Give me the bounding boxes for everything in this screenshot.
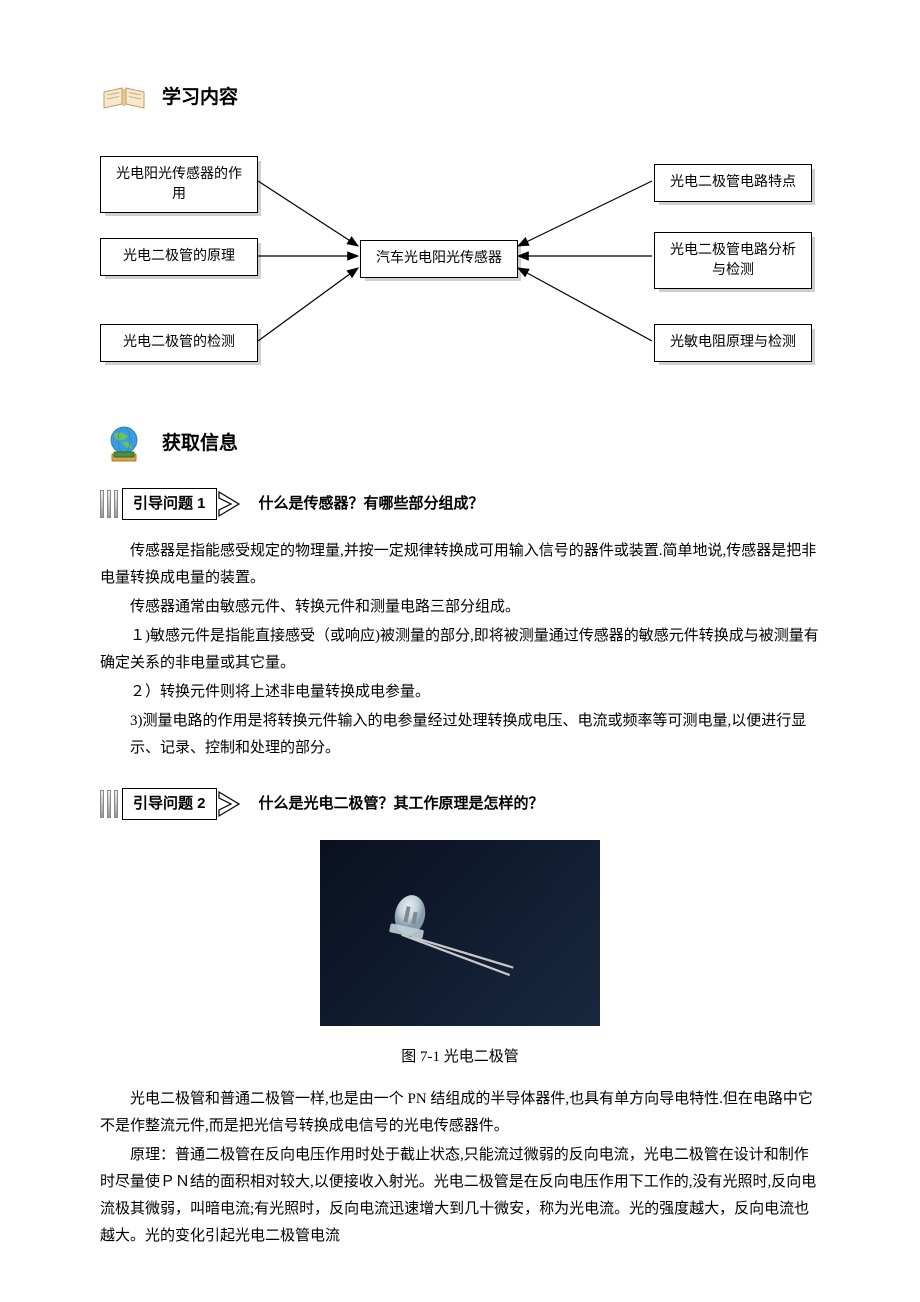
figure-7-1: 图 7-1 光电二极管	[100, 840, 820, 1068]
paragraph: １)敏感元件是指能直接感受（或响应)被测量的部分,即将被测量通过传感器的敏感元件…	[100, 623, 820, 677]
globe-icon	[100, 426, 148, 462]
question-bars-icon	[100, 490, 118, 518]
paragraph: 光电二极管和普通二极管一样,也是由一个 PN 结组成的半导体器件,也具有单方向导…	[100, 1086, 820, 1140]
question-bars-icon	[100, 790, 118, 818]
chevron-right-icon	[217, 486, 253, 522]
diagram-box-right-0: 光电二极管电路特点	[654, 164, 812, 202]
diagram-box-left-0: 光电阳光传感器的作用	[100, 156, 258, 213]
section-info-title: 获取信息	[162, 430, 238, 459]
book-icon	[100, 80, 148, 116]
photodiode-image	[320, 840, 600, 1026]
diagram-text: 光电二极管电路分析与检测	[670, 243, 796, 278]
answer-1-text: 传感器是指能感受规定的物理量,并按一定规律转换成可用输入信号的器件或装置.简单地…	[100, 538, 820, 762]
diagram-text: 光电二极管电路特点	[670, 175, 796, 190]
diagram-text: 光电二极管的检测	[123, 335, 235, 350]
paragraph: ２）转换元件则将上述非电量转换成电参量。	[100, 679, 820, 706]
diagram-box-center: 汽车光电阳光传感器	[360, 240, 518, 278]
diagram-text: 汽车光电阳光传感器	[376, 251, 502, 266]
paragraph: 传感器通常由敏感元件、转换元件和测量电路三部分组成。	[100, 594, 820, 621]
question-1-text: 什么是传感器？有哪些部分组成？	[259, 493, 484, 516]
section-study-title: 学习内容	[162, 84, 238, 113]
paragraph: 传感器是指能感受规定的物理量,并按一定规律转换成可用输入信号的器件或装置.简单地…	[100, 538, 820, 592]
figure-caption: 图 7-1 光电二极管	[100, 1046, 820, 1069]
diagram-text: 光电阳光传感器的作用	[116, 167, 242, 202]
diagram-box-right-2: 光敏电阻原理与检测	[654, 324, 812, 362]
diagram-text: 光电二极管的原理	[123, 249, 235, 264]
question-2: 引导问题 2 什么是光电二极管？其工作原理是怎样的？	[100, 786, 820, 822]
diagram-box-left-1: 光电二极管的原理	[100, 238, 258, 276]
question-2-label: 引导问题 2	[122, 788, 217, 821]
diagram-text: 光敏电阻原理与检测	[670, 335, 796, 350]
question-1-label: 引导问题 1	[122, 488, 217, 521]
paragraph: 原理：普通二极管在反向电压作用时处于截止状态,只能流过微弱的反向电流，光电二极管…	[100, 1142, 820, 1250]
concept-diagram: 光电阳光传感器的作用 光电二极管的原理 光电二极管的检测 汽车光电阳光传感器 光…	[100, 136, 820, 396]
question-1: 引导问题 1 什么是传感器？有哪些部分组成？	[100, 486, 820, 522]
section-info-header: 获取信息	[100, 426, 820, 462]
diagram-box-left-2: 光电二极管的检测	[100, 324, 258, 362]
diagram-box-right-1: 光电二极管电路分析与检测	[654, 232, 812, 289]
chevron-right-icon	[217, 786, 253, 822]
section-study-header: 学习内容	[100, 80, 820, 116]
question-2-text: 什么是光电二极管？其工作原理是怎样的？	[259, 793, 544, 816]
answer-2-text: 光电二极管和普通二极管一样,也是由一个 PN 结组成的半导体器件,也具有单方向导…	[100, 1086, 820, 1250]
paragraph: 3)测量电路的作用是将转换元件输入的电参量经过处理转换成电压、电流或频率等可测电…	[100, 708, 820, 762]
